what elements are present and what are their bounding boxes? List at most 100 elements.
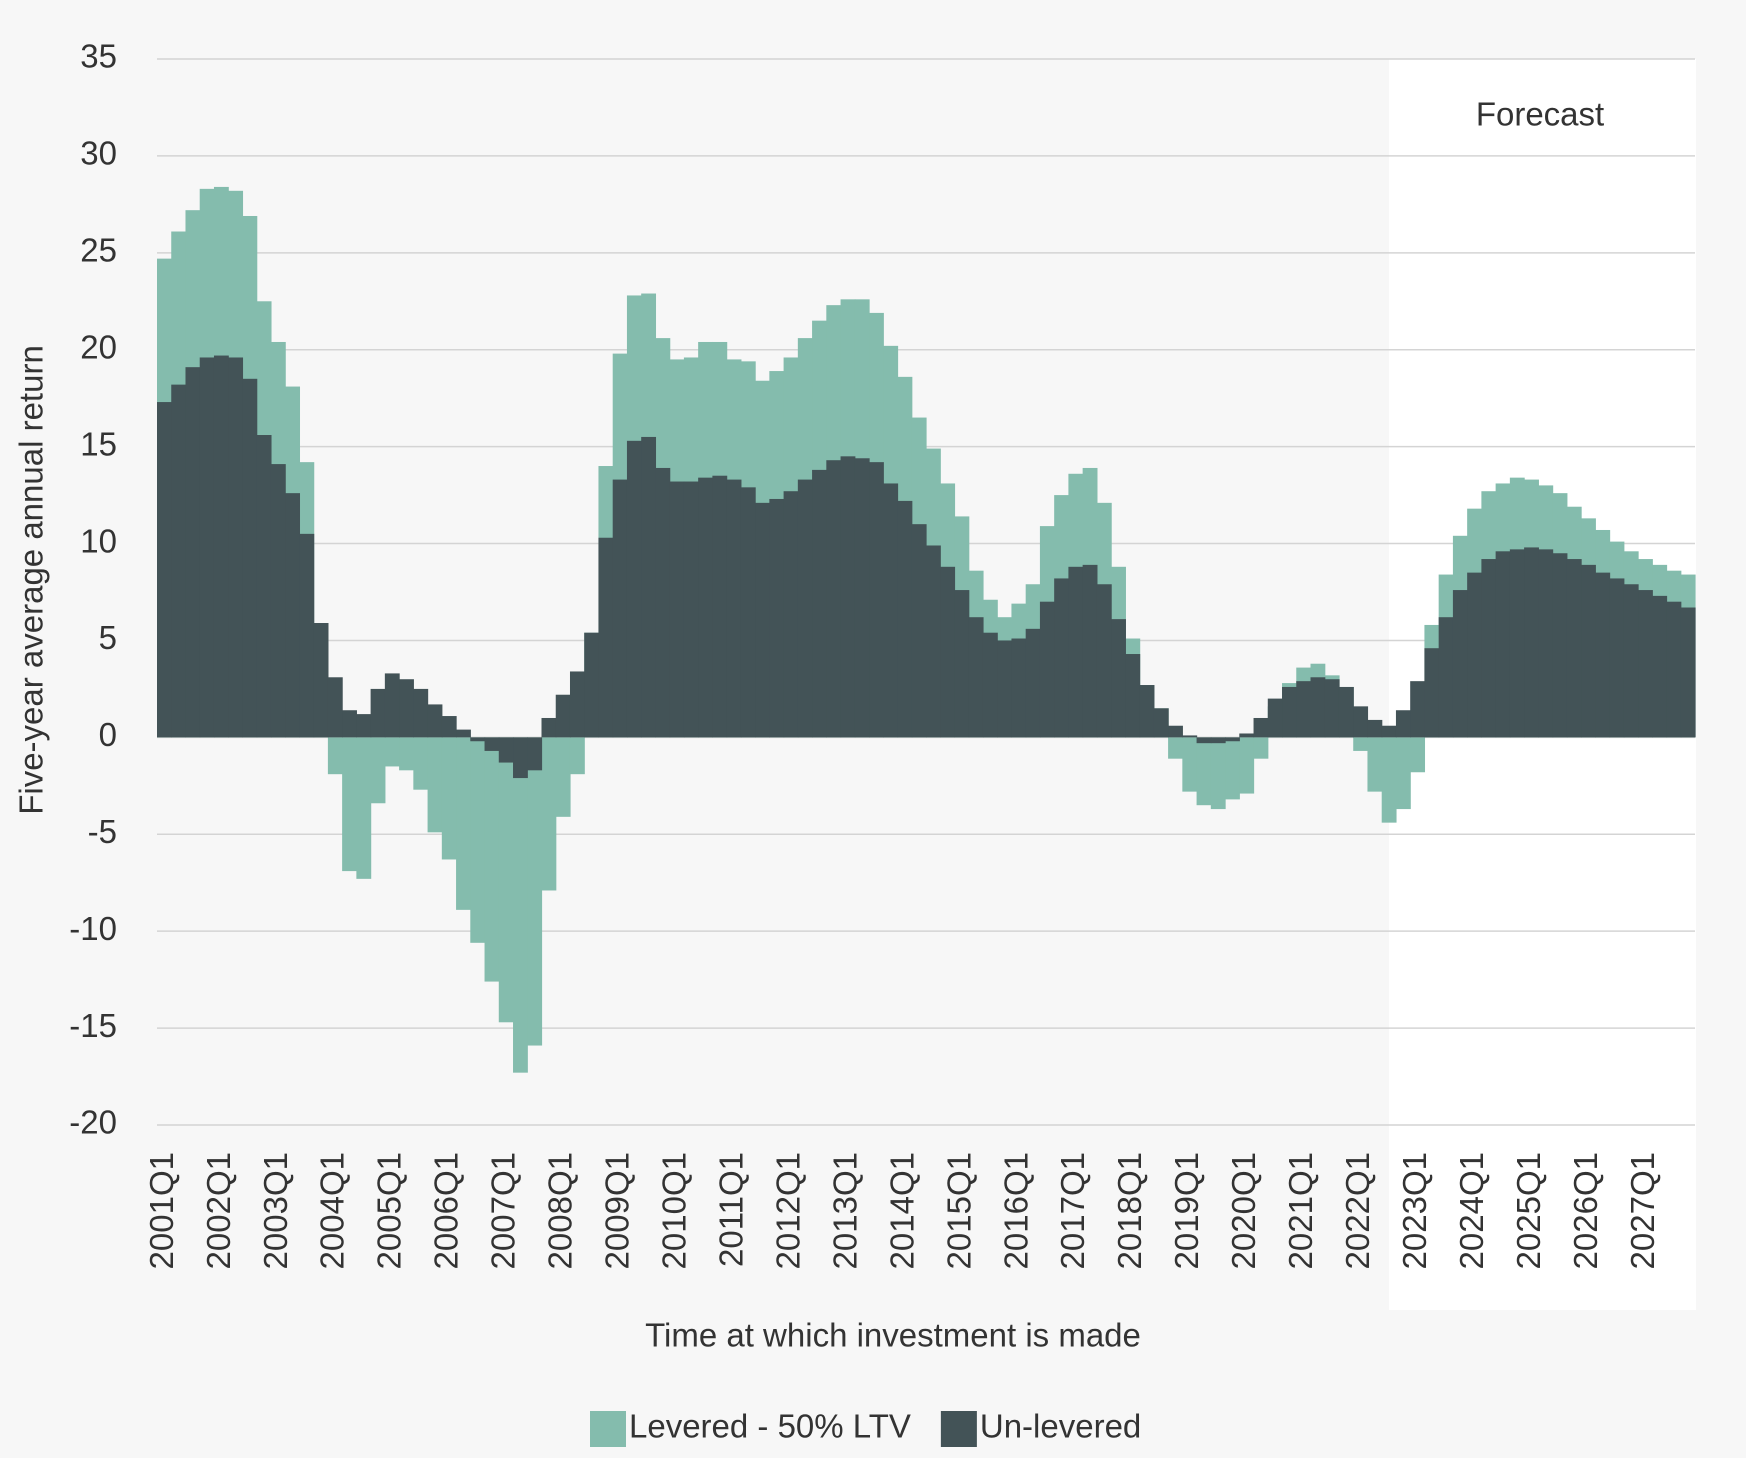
y-tick-label: 30 bbox=[80, 135, 117, 172]
bar bbox=[484, 737, 500, 751]
bar bbox=[384, 673, 400, 738]
bar bbox=[869, 462, 884, 738]
bar bbox=[470, 737, 486, 742]
bar bbox=[726, 479, 742, 738]
bar bbox=[1509, 549, 1525, 738]
bar bbox=[569, 671, 585, 738]
bar bbox=[1666, 601, 1682, 738]
bar bbox=[1168, 737, 1183, 759]
bar bbox=[740, 487, 756, 738]
bar bbox=[1267, 698, 1283, 738]
legend-swatch bbox=[940, 1411, 977, 1447]
x-tick-label: 2017Q1 bbox=[1054, 1152, 1091, 1269]
bar bbox=[669, 481, 685, 738]
bar bbox=[626, 440, 642, 738]
bar bbox=[513, 737, 528, 779]
bar bbox=[1139, 685, 1155, 738]
bar bbox=[797, 479, 813, 738]
bar bbox=[812, 469, 827, 738]
bar bbox=[470, 737, 486, 943]
x-tick-label: 2025Q1 bbox=[1510, 1152, 1547, 1269]
legend-label: Un-levered bbox=[980, 1408, 1141, 1445]
x-tick-label: 2007Q1 bbox=[485, 1152, 522, 1269]
bar bbox=[1210, 737, 1226, 810]
bar bbox=[413, 688, 429, 738]
bar bbox=[698, 477, 713, 738]
bar bbox=[299, 533, 315, 738]
bar bbox=[1367, 719, 1383, 738]
x-tick-label: 2024Q1 bbox=[1453, 1152, 1490, 1269]
bar bbox=[1225, 737, 1240, 742]
bar bbox=[911, 524, 927, 738]
bar bbox=[954, 590, 970, 738]
bar bbox=[1581, 564, 1596, 738]
bar bbox=[1296, 681, 1312, 738]
bar bbox=[1039, 601, 1055, 738]
bar bbox=[157, 402, 172, 738]
y-tick-label: 10 bbox=[80, 522, 117, 559]
bar bbox=[1182, 735, 1198, 738]
bar bbox=[456, 729, 471, 738]
bar bbox=[370, 688, 386, 738]
x-tick-label: 2018Q1 bbox=[1111, 1152, 1148, 1269]
y-tick-label: 5 bbox=[99, 619, 117, 656]
bar bbox=[897, 500, 913, 738]
bar bbox=[683, 481, 699, 738]
bar bbox=[1353, 706, 1369, 738]
bar bbox=[1395, 737, 1411, 810]
bar bbox=[527, 737, 543, 771]
y-axis-title: Five-year average annual return bbox=[13, 345, 50, 815]
bar bbox=[1011, 638, 1027, 738]
bar bbox=[840, 456, 856, 738]
bar bbox=[356, 737, 372, 879]
bar bbox=[1310, 677, 1326, 738]
bar bbox=[1381, 725, 1397, 738]
y-tick-label: 25 bbox=[80, 232, 117, 269]
x-tick-label: 2026Q1 bbox=[1567, 1152, 1604, 1269]
bar bbox=[1282, 686, 1297, 738]
bar bbox=[1324, 679, 1340, 738]
bar bbox=[555, 694, 571, 738]
bar bbox=[1196, 737, 1212, 806]
x-tick-label: 2027Q1 bbox=[1624, 1152, 1661, 1269]
x-tick-label: 2005Q1 bbox=[371, 1152, 408, 1269]
bar bbox=[427, 737, 443, 833]
y-tick-label: -15 bbox=[69, 1007, 117, 1044]
bar bbox=[1025, 628, 1041, 738]
bar bbox=[1353, 737, 1369, 751]
bar bbox=[1338, 686, 1354, 738]
bar bbox=[1495, 551, 1511, 738]
bar bbox=[441, 716, 457, 738]
bar bbox=[1253, 717, 1269, 738]
x-tick-label: 2009Q1 bbox=[599, 1152, 636, 1269]
x-tick-label: 2003Q1 bbox=[257, 1152, 294, 1269]
bar bbox=[185, 367, 201, 738]
legend-swatch bbox=[590, 1411, 626, 1447]
x-tick-label: 2016Q1 bbox=[997, 1152, 1034, 1269]
y-tick-label: -20 bbox=[69, 1104, 117, 1141]
bar bbox=[555, 737, 571, 817]
bar bbox=[413, 737, 429, 790]
bar bbox=[769, 498, 785, 738]
bar bbox=[968, 617, 984, 738]
bar bbox=[1638, 590, 1653, 738]
bar bbox=[313, 623, 329, 738]
bar bbox=[1239, 733, 1255, 738]
bar bbox=[1239, 737, 1255, 794]
bar bbox=[883, 483, 899, 738]
bar bbox=[612, 479, 628, 738]
bar bbox=[1395, 710, 1411, 738]
legend-label: Levered - 50% LTV bbox=[629, 1408, 911, 1445]
bar bbox=[1082, 564, 1098, 738]
bar bbox=[256, 435, 272, 738]
x-tick-label: 2023Q1 bbox=[1396, 1152, 1433, 1269]
y-tick-label: 0 bbox=[99, 716, 117, 753]
bar bbox=[213, 355, 229, 738]
x-tick-label: 2011Q1 bbox=[712, 1152, 749, 1267]
bar bbox=[1481, 559, 1497, 738]
bar bbox=[1595, 572, 1611, 738]
forecast-label: Forecast bbox=[1476, 96, 1604, 133]
x-tick-label: 2004Q1 bbox=[314, 1152, 351, 1269]
bar bbox=[1452, 590, 1468, 738]
bar bbox=[541, 717, 557, 738]
